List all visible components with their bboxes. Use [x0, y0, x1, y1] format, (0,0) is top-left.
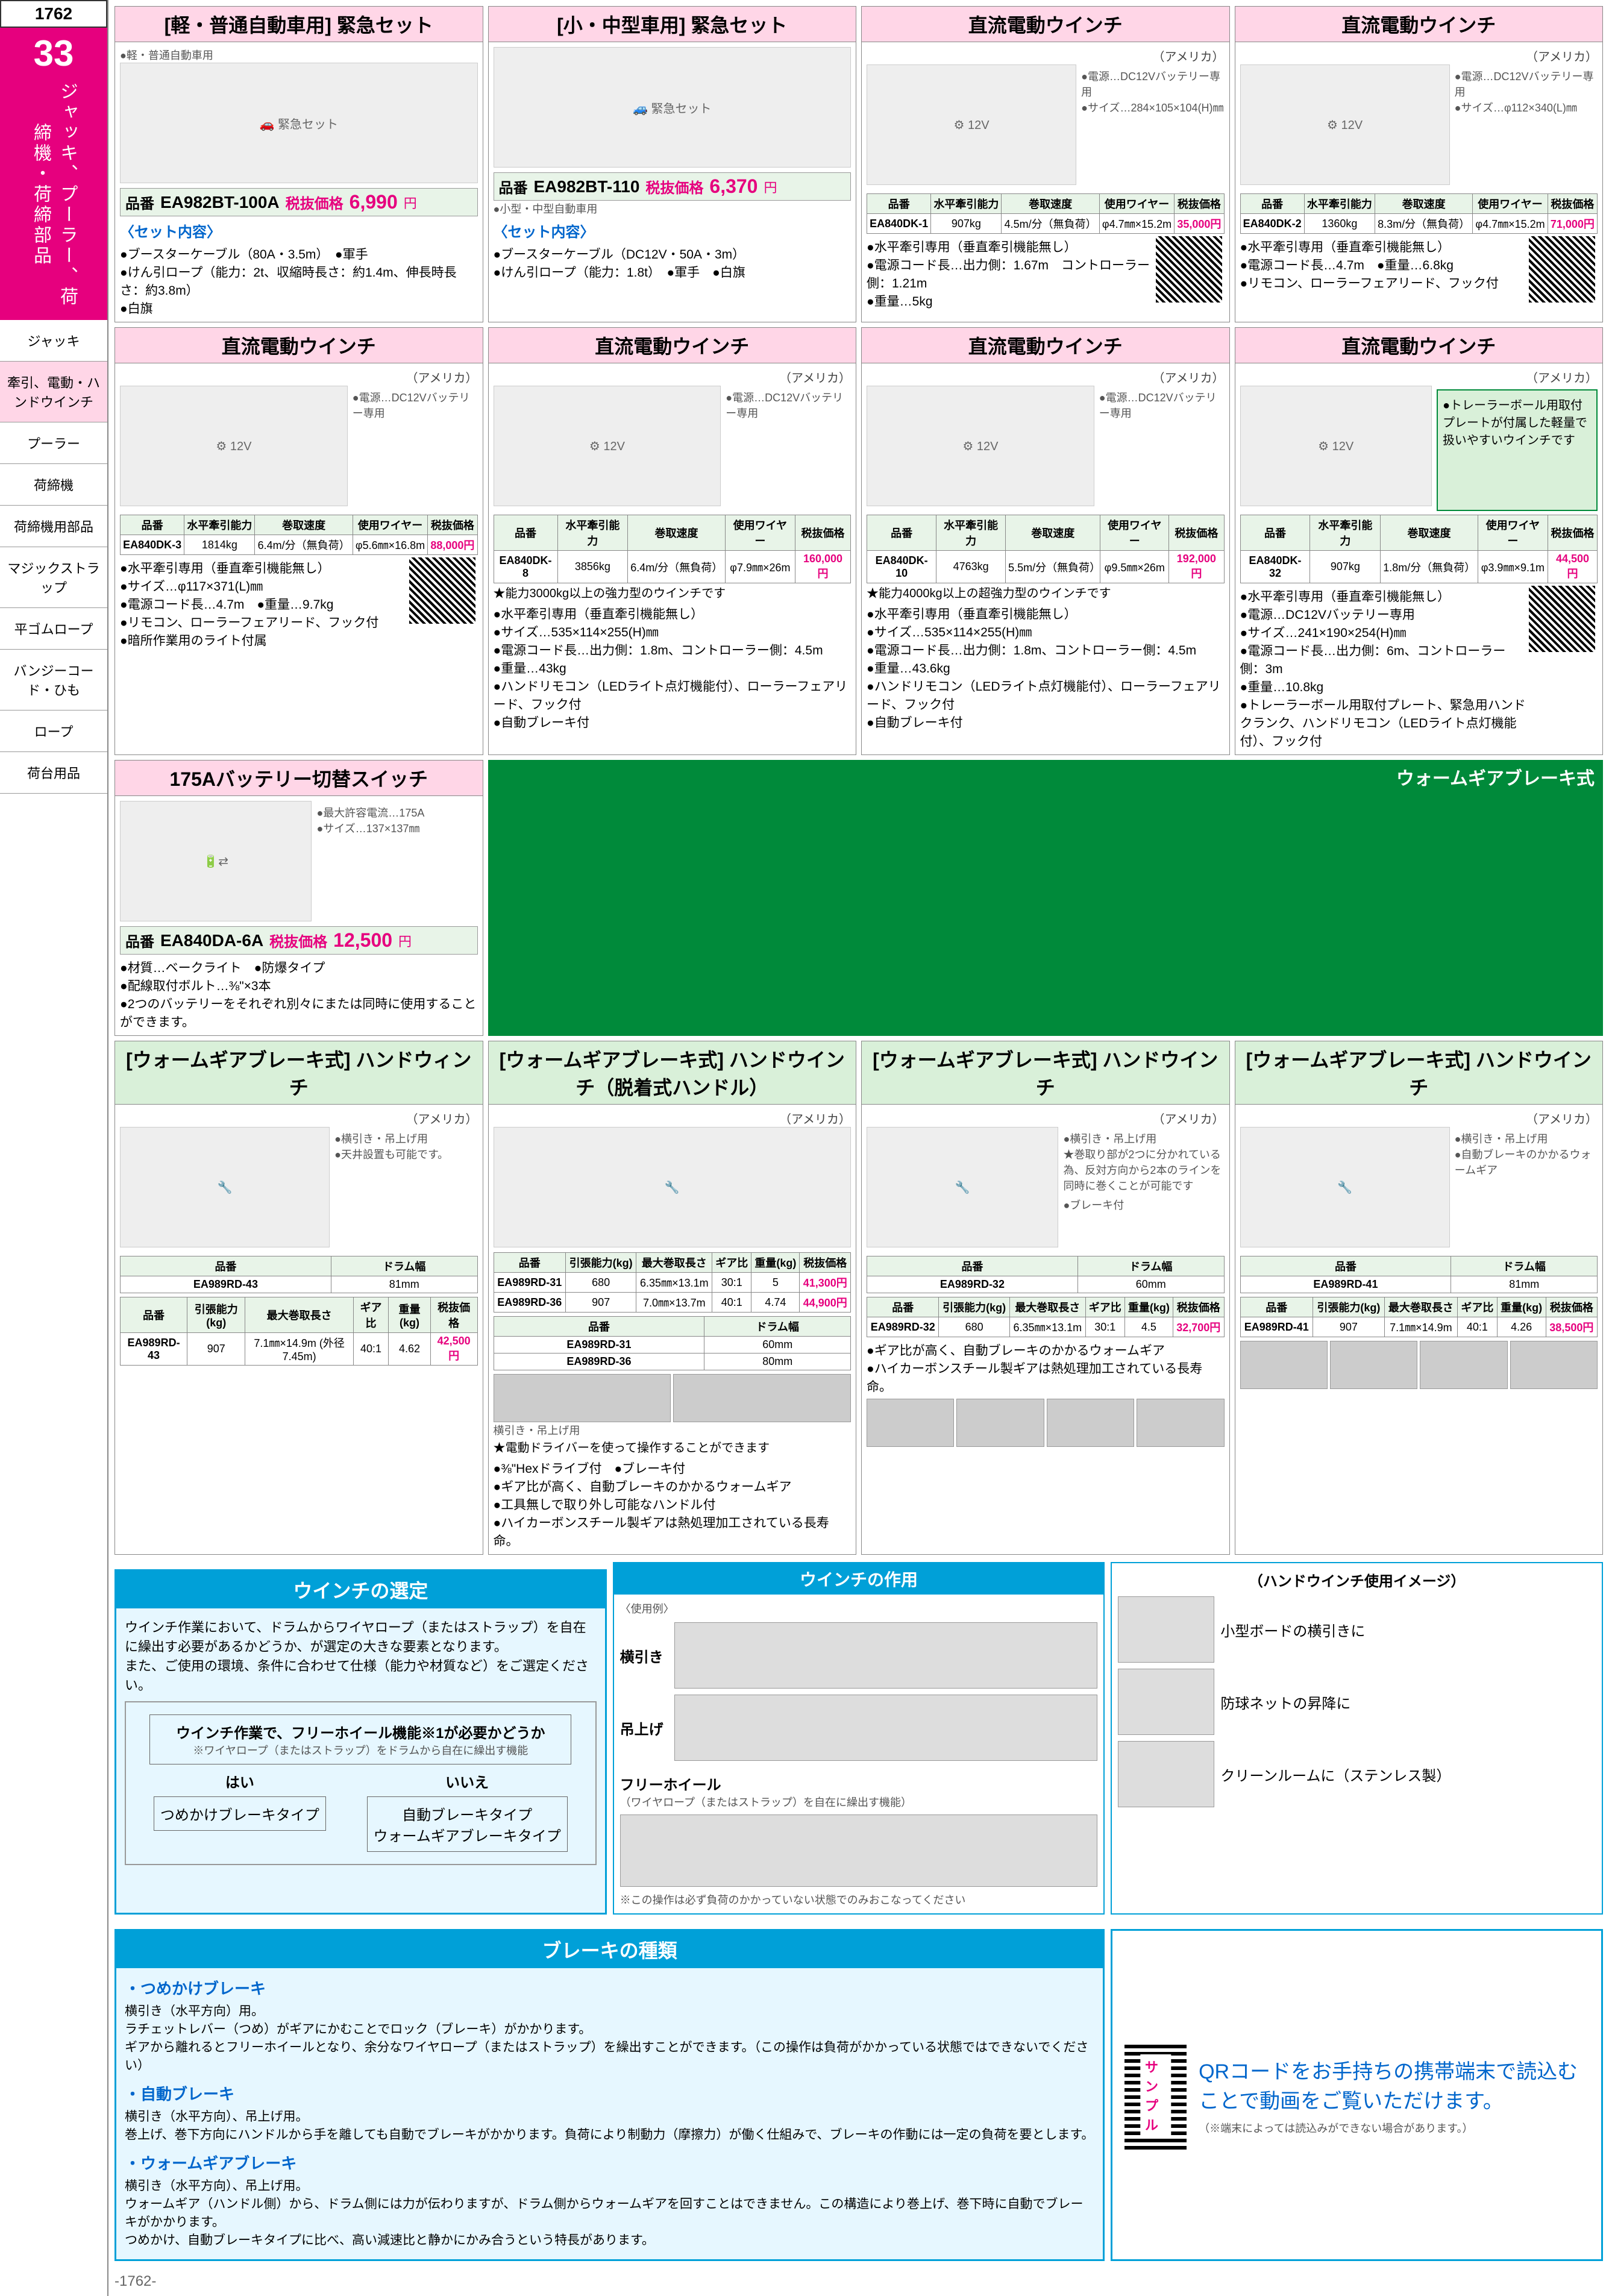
product-image: ⚙ 12V — [1240, 64, 1450, 185]
product-image: ⚙ 12V — [867, 64, 1076, 185]
product-card: [小・中型車用] 緊急セット 🚙 緊急セット 品番 EA982BT-110 税抜… — [488, 6, 857, 322]
qr-code-icon — [1529, 236, 1595, 303]
part-number: EA982BT-100A — [160, 193, 280, 212]
info-title: ウインチの選定 — [116, 1571, 605, 1608]
nav-item[interactable]: ジャッキ — [0, 320, 107, 362]
usage-photo — [1118, 1596, 1214, 1663]
product-title: 直流電動ウインチ — [862, 7, 1229, 42]
nav-item[interactable]: マジックストラップ — [0, 547, 107, 608]
product-card: 直流電動ウインチ （アメリカ） ⚙ 12V電源…DC12Vバッテリー専用 品番水… — [114, 327, 483, 755]
chapter-number: 33 — [5, 33, 102, 74]
brake-type-name: ・自動ブレーキ — [125, 2082, 1094, 2104]
price-label: 税抜価格 — [286, 192, 343, 213]
table-row: EA989RD-419077.1㎜×14.9m40:14.2638,500円 — [1240, 1317, 1598, 1337]
usage-item: 小型ボードの横引きに — [1118, 1596, 1596, 1663]
origin-note: ●軽・普通自動車用 — [120, 47, 478, 63]
qr-banner: QRコードをお手持ちの携帯端末で読込むことで動画をご覧いただけます。 （※端末に… — [1111, 1929, 1603, 2261]
table-row: EA840DK-21360kg8.3m/分（無負荷）φ4.7㎜×15.2m71,… — [1240, 214, 1598, 234]
main-content: [軽・普通自動車用] 緊急セット ●軽・普通自動車用 🚗 緊急セット 品番 EA… — [108, 0, 1609, 2296]
table-row: EA840DK-32907kg1.8m/分（無負荷）φ3.9㎜×9.1m44,5… — [1240, 551, 1598, 583]
qr-code-icon — [409, 557, 475, 624]
winch-action-box: ウインチの作用 〈使用例〉 横引き吊上げ フリーホイール （ワイヤロープ（または… — [613, 1562, 1105, 1915]
usage-photo — [1118, 1669, 1214, 1735]
price: 6,370 — [709, 175, 757, 198]
usage-photo — [1118, 1741, 1214, 1807]
bullets: ブースターケーブル（80A・3.5m） ●軍手けん引ロープ（能力：2t、収縮時長… — [120, 245, 478, 317]
highlight-note: ●トレーラーボール用取付プレートが付属した軽量で扱いやすいウインチです — [1437, 389, 1598, 511]
page-number-footer: -1762- — [114, 2273, 1603, 2290]
product-image: 🚙 緊急セット — [494, 47, 852, 168]
table-row: EA989RD-369077.0㎜×13.7m40:14.7444,900円 — [494, 1293, 851, 1313]
part-number: EA982BT-110 — [534, 177, 640, 196]
flowchart: ウインチ作業で、フリーホイール機能※1が必要かどうか ※ワイヤロープ（またはスト… — [125, 1701, 597, 1865]
thumbnail-row — [494, 1374, 852, 1422]
diagram-image — [674, 1622, 1098, 1689]
nav-item[interactable]: 荷締機 — [0, 464, 107, 506]
section-header-worm: ウォームギアブレーキ式 — [488, 760, 1604, 1036]
table-row: EA989RD-3160mm — [494, 1337, 851, 1353]
product-card: 直流電動ウインチ （アメリカ） ⚙ 12V電源…DC12Vバッテリー専用 品番水… — [861, 327, 1230, 755]
nav-item[interactable]: 荷締機用部品 — [0, 506, 107, 547]
spec-table: 品番水平牽引能力巻取速度使用ワイヤー税抜価格EA840DK-1907kg4.5m… — [867, 193, 1225, 234]
nav-item[interactable]: ロープ — [0, 710, 107, 752]
table-row: EA989RD-439077.1㎜×14.9m (外径7.45m)40:14.6… — [121, 1333, 478, 1366]
diagram-image — [620, 1815, 1098, 1887]
chapter-header: 33 ジャッキ、プーラー、荷締機・荷締部品 — [0, 28, 107, 320]
chapter-title: ジャッキ、プーラー、荷締機・荷締部品 — [27, 80, 80, 309]
table-row: EA989RD-4381mm — [121, 1276, 478, 1293]
info-intro: ウインチ作業において、ドラムからワイヤロープ（またはストラップ）を自在に繰出す必… — [125, 1617, 597, 1694]
table-row: EA840DK-1907kg4.5m/分（無負荷）φ4.7㎜×15.2m35,0… — [867, 214, 1225, 234]
qr-sample-icon — [1124, 2041, 1187, 2150]
product-card: 直流電動ウインチ （アメリカ） ⚙ 12V 電源…DC12Vバッテリー専用サイズ… — [1235, 6, 1604, 322]
brake-types-box: ブレーキの種類 ・つめかけブレーキ横引き（水平方向）用。 ラチェットレバー（つめ… — [114, 1929, 1105, 2261]
price: 6,990 — [350, 191, 398, 213]
diagram-image — [674, 1695, 1098, 1761]
product-card: 175Aバッテリー切替スイッチ 🔋⇄最大許容電流…175Aサイズ…137×137… — [114, 760, 483, 1036]
nav-item[interactable]: 牽引、電動・ハンドウインチ — [0, 362, 107, 422]
brake-type-name: ・ウォームギアブレーキ — [125, 2151, 1094, 2174]
part-label: 品番 — [125, 192, 154, 213]
table-row: EA989RD-326806.35㎜×13.1m30:14.532,700円 — [867, 1317, 1225, 1337]
nav-item[interactable]: 荷台用品 — [0, 752, 107, 794]
qr-code-icon — [1529, 586, 1595, 652]
product-card-worm: [ウォームギアブレーキ式] ハンドウインチ （アメリカ） 🔧 横引き・吊上げ用 … — [861, 1041, 1230, 1555]
usage-item: クリーンルームに（ステンレス製） — [1118, 1741, 1596, 1807]
category-nav: ジャッキ牽引、電動・ハンドウインチプーラー荷締機荷締機用部品マジックストラップ平… — [0, 320, 107, 794]
winch-selection-box: ウインチの選定 ウインチ作業において、ドラムからワイヤロープ（またはストラップ）… — [114, 1569, 607, 1915]
table-row: EA989RD-3680mm — [494, 1353, 851, 1370]
flow-node: ウインチ作業で、フリーホイール機能※1が必要かどうか ※ワイヤロープ（またはスト… — [149, 1714, 571, 1764]
nav-item[interactable]: 平ゴムロープ — [0, 608, 107, 650]
usage-item: 横引き — [620, 1622, 1098, 1689]
table-row: EA989RD-4181mm — [1240, 1276, 1598, 1293]
product-card-worm: [ウォームギアブレーキ式] ハンドウィンチ （アメリカ） 🔧横引き・吊上げ用天井… — [114, 1041, 483, 1555]
qr-code-icon — [1156, 236, 1222, 303]
nav-item[interactable]: プーラー — [0, 422, 107, 464]
product-card: 直流電動ウインチ （アメリカ） ⚙ 12V電源…DC12Vバッテリー専用 品番水… — [488, 327, 857, 755]
product-card-worm: [ウォームギアブレーキ式] ハンドウインチ （アメリカ） 🔧横引き・吊上げ用自動… — [1235, 1041, 1604, 1555]
table-row: EA989RD-3260mm — [867, 1276, 1225, 1293]
product-card: 直流電動ウインチ （アメリカ） ⚙ 12V ●トレーラーボール用取付プレートが付… — [1235, 327, 1604, 755]
usage-item: 吊上げ — [620, 1695, 1098, 1761]
usage-item: 防球ネットの昇降に — [1118, 1669, 1596, 1735]
page-number-top: 1762 — [0, 0, 107, 28]
table-row: EA840DK-104763kg5.5m/分（無負荷）φ9.5㎜×26m192,… — [867, 551, 1225, 583]
product-title: [小・中型車用] 緊急セット — [489, 7, 856, 42]
brake-type-name: ・つめかけブレーキ — [125, 1977, 1094, 1999]
product-card: 直流電動ウインチ （アメリカ） ⚙ 12V 電源…DC12Vバッテリー専用サイズ… — [861, 6, 1230, 322]
star-note: 能力3000kg以上の強力型のウインチです — [494, 583, 852, 601]
qr-banner-text: QRコードをお手持ちの携帯端末で読込むことで動画をご覧いただけます。 — [1199, 2055, 1589, 2114]
usage-image-box: （ハンドウインチ使用イメージ） 小型ボードの横引きに防球ネットの昇降にクリーンル… — [1111, 1562, 1603, 1915]
bullets: ブースターケーブル（DC12V・50A・3m）けん引ロープ（能力：1.8t） ●… — [494, 245, 852, 281]
table-row: EA840DK-31814kg6.4m/分（無負荷）φ5.6㎜×16.8m88,… — [121, 535, 478, 555]
product-card: [軽・普通自動車用] 緊急セット ●軽・普通自動車用 🚗 緊急セット 品番 EA… — [114, 6, 483, 322]
table-row: EA989RD-316806.35㎜×13.1m30:1541,300円 — [494, 1273, 851, 1293]
product-title: [軽・普通自動車用] 緊急セット — [115, 7, 483, 42]
product-image: 🚗 緊急セット — [120, 63, 478, 183]
product-card-worm: [ウォームギアブレーキ式] ハンドウインチ（脱着式ハンドル） （アメリカ） 🔧 … — [488, 1041, 857, 1555]
sidebar: 1762 33 ジャッキ、プーラー、荷締機・荷締部品 ジャッキ牽引、電動・ハンド… — [0, 0, 108, 2296]
nav-item[interactable]: バンジーコード・ひも — [0, 650, 107, 710]
table-row: EA840DK-83856kg6.4m/分（無負荷）φ7.9㎜×26m160,0… — [494, 551, 851, 583]
set-contents-label: 〈セット内容〉 — [120, 220, 478, 241]
origin: （アメリカ） — [867, 47, 1225, 64]
